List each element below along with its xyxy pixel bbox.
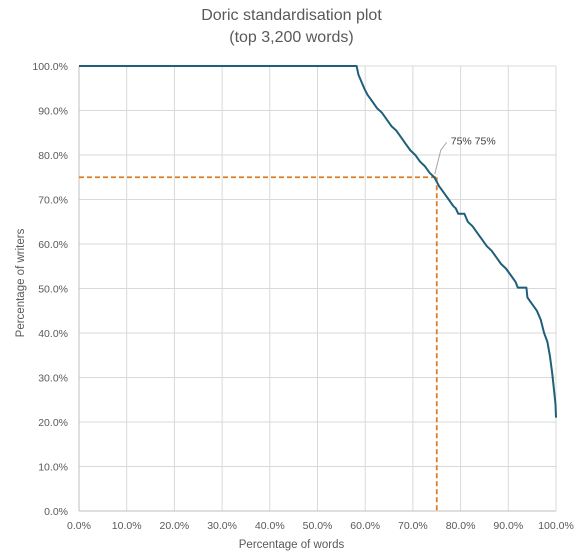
y-tick-label: 0.0% (44, 506, 68, 518)
x-tick-label: 50.0% (303, 520, 333, 532)
x-tick-label: 70.0% (398, 520, 428, 532)
y-tick-label: 90.0% (38, 106, 68, 118)
y-tick-label: 10.0% (38, 462, 68, 474)
x-tick-label: 90.0% (493, 520, 523, 532)
x-tick-label: 40.0% (255, 520, 285, 532)
y-tick-label: 40.0% (38, 328, 68, 340)
annotation-label: 75% 75% (451, 135, 496, 147)
y-tick-label: 80.0% (38, 150, 68, 162)
annotation-leader-line (434, 141, 448, 175)
x-tick-label: 30.0% (207, 520, 237, 532)
x-tick-label: 80.0% (446, 520, 476, 532)
y-tick-label: 20.0% (38, 417, 68, 429)
y-tick-label: 30.0% (38, 373, 68, 385)
y-tick-label: 50.0% (38, 284, 68, 296)
y-tick-label: 60.0% (38, 239, 68, 251)
y-tick-label: 70.0% (38, 195, 68, 207)
x-tick-label: 0.0% (67, 520, 91, 532)
chart-title: Doric standardisation plot (201, 7, 382, 24)
y-tick-label: 100.0% (32, 61, 68, 73)
x-tick-label: 10.0% (112, 520, 142, 532)
x-axis-label: Percentage of words (238, 539, 345, 551)
chart-subtitle: (top 3,200 words) (229, 29, 354, 46)
x-tick-label: 60.0% (350, 520, 380, 532)
x-tick-label: 100.0% (538, 520, 574, 532)
series-line (79, 65, 557, 418)
y-axis-label: Percentage of writers (15, 228, 27, 338)
x-tick-label: 20.0% (160, 520, 190, 532)
